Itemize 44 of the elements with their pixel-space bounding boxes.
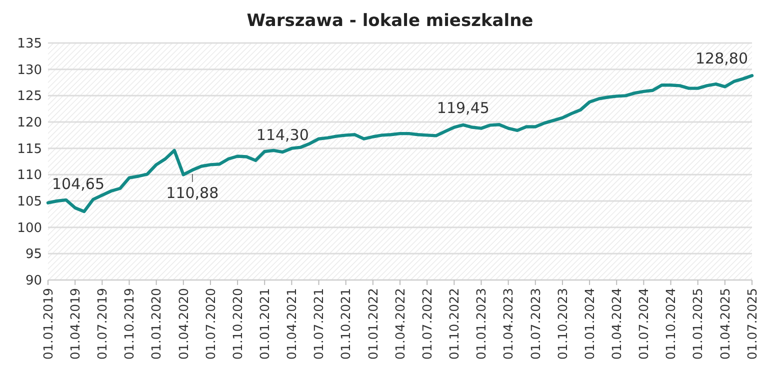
x-tick-label: 01.01.2020: [148, 288, 164, 360]
x-tick-label: 01.01.2022: [365, 288, 380, 360]
x-tick-label: 01.04.2023: [500, 288, 516, 360]
x-tick-label: 01.07.2019: [94, 288, 110, 360]
x-tick-label: 01.10.2022: [446, 288, 462, 360]
x-tick-label: 01.01.2019: [40, 288, 56, 360]
y-tick-label: 115: [17, 142, 42, 157]
y-tick-label: 110: [17, 168, 42, 184]
x-tick-label: 01.10.2020: [230, 288, 245, 360]
y-tick-label: 130: [17, 62, 42, 78]
x-tick-label: 01.04.2020: [176, 288, 191, 360]
data-label: 114,30: [256, 126, 309, 144]
x-tick-label: 01.10.2024: [663, 288, 678, 360]
y-tick-label: 135: [17, 36, 42, 52]
x-tick-label: 01.07.2020: [202, 288, 218, 360]
x-tick-label: 01.01.2025: [690, 288, 706, 360]
x-tick-label: 01.07.2024: [636, 288, 652, 360]
data-label: 128,80: [696, 50, 748, 68]
data-label: 110,88: [166, 184, 219, 202]
x-tick-label: 01.04.2024: [608, 288, 624, 360]
x-tick-label: 01.07.2022: [419, 288, 434, 360]
x-tick-label: 01.10.2021: [338, 288, 354, 360]
x-tick-label: 01.04.2021: [284, 288, 300, 360]
x-tick-label: 01.01.2021: [256, 288, 272, 360]
chart-title: Warszawa - lokale mieszkalne: [246, 11, 534, 31]
line-series: [46, 74, 754, 214]
x-tick-label: 01.10.2023: [554, 288, 570, 360]
x-tick-label: 01.10.2019: [122, 288, 137, 360]
y-tick-label: 100: [17, 220, 42, 236]
x-tick-label: 01.07.2025: [744, 288, 760, 360]
x-tick-label: 01.07.2021: [311, 288, 326, 360]
x-tick-label: 01.04.2025: [717, 288, 732, 360]
y-tick-label: 125: [17, 89, 42, 104]
y-tick-label: 105: [17, 194, 42, 210]
x-tick-label: 01.04.2022: [392, 288, 408, 360]
x-tick-label: 01.07.2023: [528, 288, 543, 360]
data-label: 119,45: [436, 98, 490, 117]
x-tick-label: 01.01.2023: [474, 288, 489, 360]
y-tick-label: 95: [25, 247, 42, 262]
x-tick-label: 01.04.2019: [67, 288, 82, 360]
x-tick-label: 01.01.2024: [582, 288, 597, 360]
data-label: 104,65: [52, 174, 104, 193]
y-tick-label: 90: [25, 274, 42, 289]
y-tick-label: 120: [17, 116, 42, 131]
